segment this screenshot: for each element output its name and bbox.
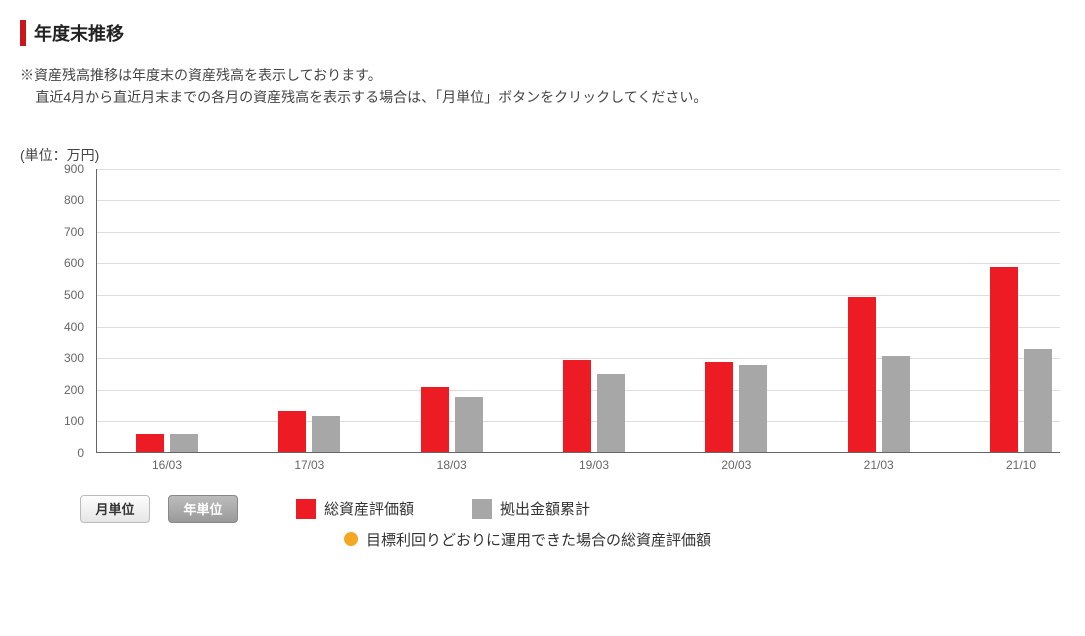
grid-line [97, 263, 1060, 264]
legend-item-series1: 総資産評価額 [296, 498, 414, 519]
bar [312, 416, 340, 452]
toggle-monthly-button[interactable]: 月単位 [80, 495, 150, 523]
bar-group [705, 362, 767, 452]
x-tick-label: 16/03 [152, 458, 182, 472]
y-tick-label: 200 [64, 383, 84, 397]
bar-group [848, 297, 910, 452]
bar [597, 374, 625, 451]
x-tick-label: 18/03 [437, 458, 467, 472]
legend-dot-target [344, 532, 358, 546]
grid-line [97, 295, 1060, 296]
x-tick-label: 19/03 [579, 458, 609, 472]
grid-line [97, 200, 1060, 201]
note-line-1: ※資産残高推移は年度末の資産残高を表示しております。 [20, 64, 1065, 86]
y-tick-label: 300 [64, 351, 84, 365]
grid-line [97, 232, 1060, 233]
legend-label-series1: 総資産評価額 [324, 498, 414, 519]
bar [170, 434, 198, 451]
y-tick-label: 0 [77, 446, 84, 460]
legend-item-series2: 拠出金額累計 [472, 498, 590, 519]
toggle-yearly-button[interactable]: 年単位 [168, 495, 238, 523]
grid-line [97, 327, 1060, 328]
bar [455, 397, 483, 452]
x-tick-label: 21/10 [1006, 458, 1036, 472]
bar [421, 387, 449, 452]
grid-line [97, 358, 1060, 359]
bar [1024, 349, 1052, 452]
bar [278, 411, 306, 452]
unit-label: (単位：万円) [20, 145, 1065, 165]
bar [705, 362, 733, 452]
bar-group [278, 411, 340, 452]
y-tick-label: 400 [64, 320, 84, 334]
bar-group [990, 267, 1052, 452]
y-tick-label: 500 [64, 288, 84, 302]
bar [739, 365, 767, 452]
grid-line [97, 169, 1060, 170]
y-tick-label: 100 [64, 414, 84, 428]
bar [563, 360, 591, 452]
y-tick-label: 900 [64, 162, 84, 176]
legend-swatch-series1 [296, 499, 316, 519]
y-tick-label: 600 [64, 256, 84, 270]
bar-group [136, 434, 198, 451]
legend-swatch-series2 [472, 499, 492, 519]
y-tick-label: 700 [64, 225, 84, 239]
y-tick-label: 800 [64, 193, 84, 207]
plot-area: 16/0317/0318/0319/0320/0321/0321/10 [96, 169, 1060, 453]
x-tick-label: 17/03 [294, 458, 324, 472]
x-tick-label: 21/03 [864, 458, 894, 472]
legend-label-series2: 拠出金額累計 [500, 498, 590, 519]
bar-group [563, 360, 625, 452]
section-title: 年度末推移 [34, 20, 1065, 46]
bar-chart: 0100200300400500600700800900 16/0317/031… [40, 169, 1060, 479]
legend-row-2: 目標利回りどおりに運用できた場合の総資産評価額 [344, 529, 1065, 550]
bar-group [421, 387, 483, 452]
x-tick-label: 20/03 [721, 458, 751, 472]
bar [990, 267, 1018, 452]
note-block: ※資産残高推移は年度末の資産残高を表示しております。 直近4月から直近月末までの… [20, 64, 1065, 109]
note-line-2: 直近4月から直近月末までの各月の資産残高を表示する場合は、「月単位」ボタンをクリ… [35, 86, 1065, 108]
legend-row: 月単位 年単位 総資産評価額 拠出金額累計 [80, 495, 1065, 523]
legend-label-target: 目標利回りどおりに運用できた場合の総資産評価額 [366, 529, 711, 550]
y-axis: 0100200300400500600700800900 [40, 169, 90, 479]
bar [882, 356, 910, 452]
bar [136, 434, 164, 451]
section-title-bar: 年度末推移 [20, 20, 1065, 46]
bar [848, 297, 876, 452]
